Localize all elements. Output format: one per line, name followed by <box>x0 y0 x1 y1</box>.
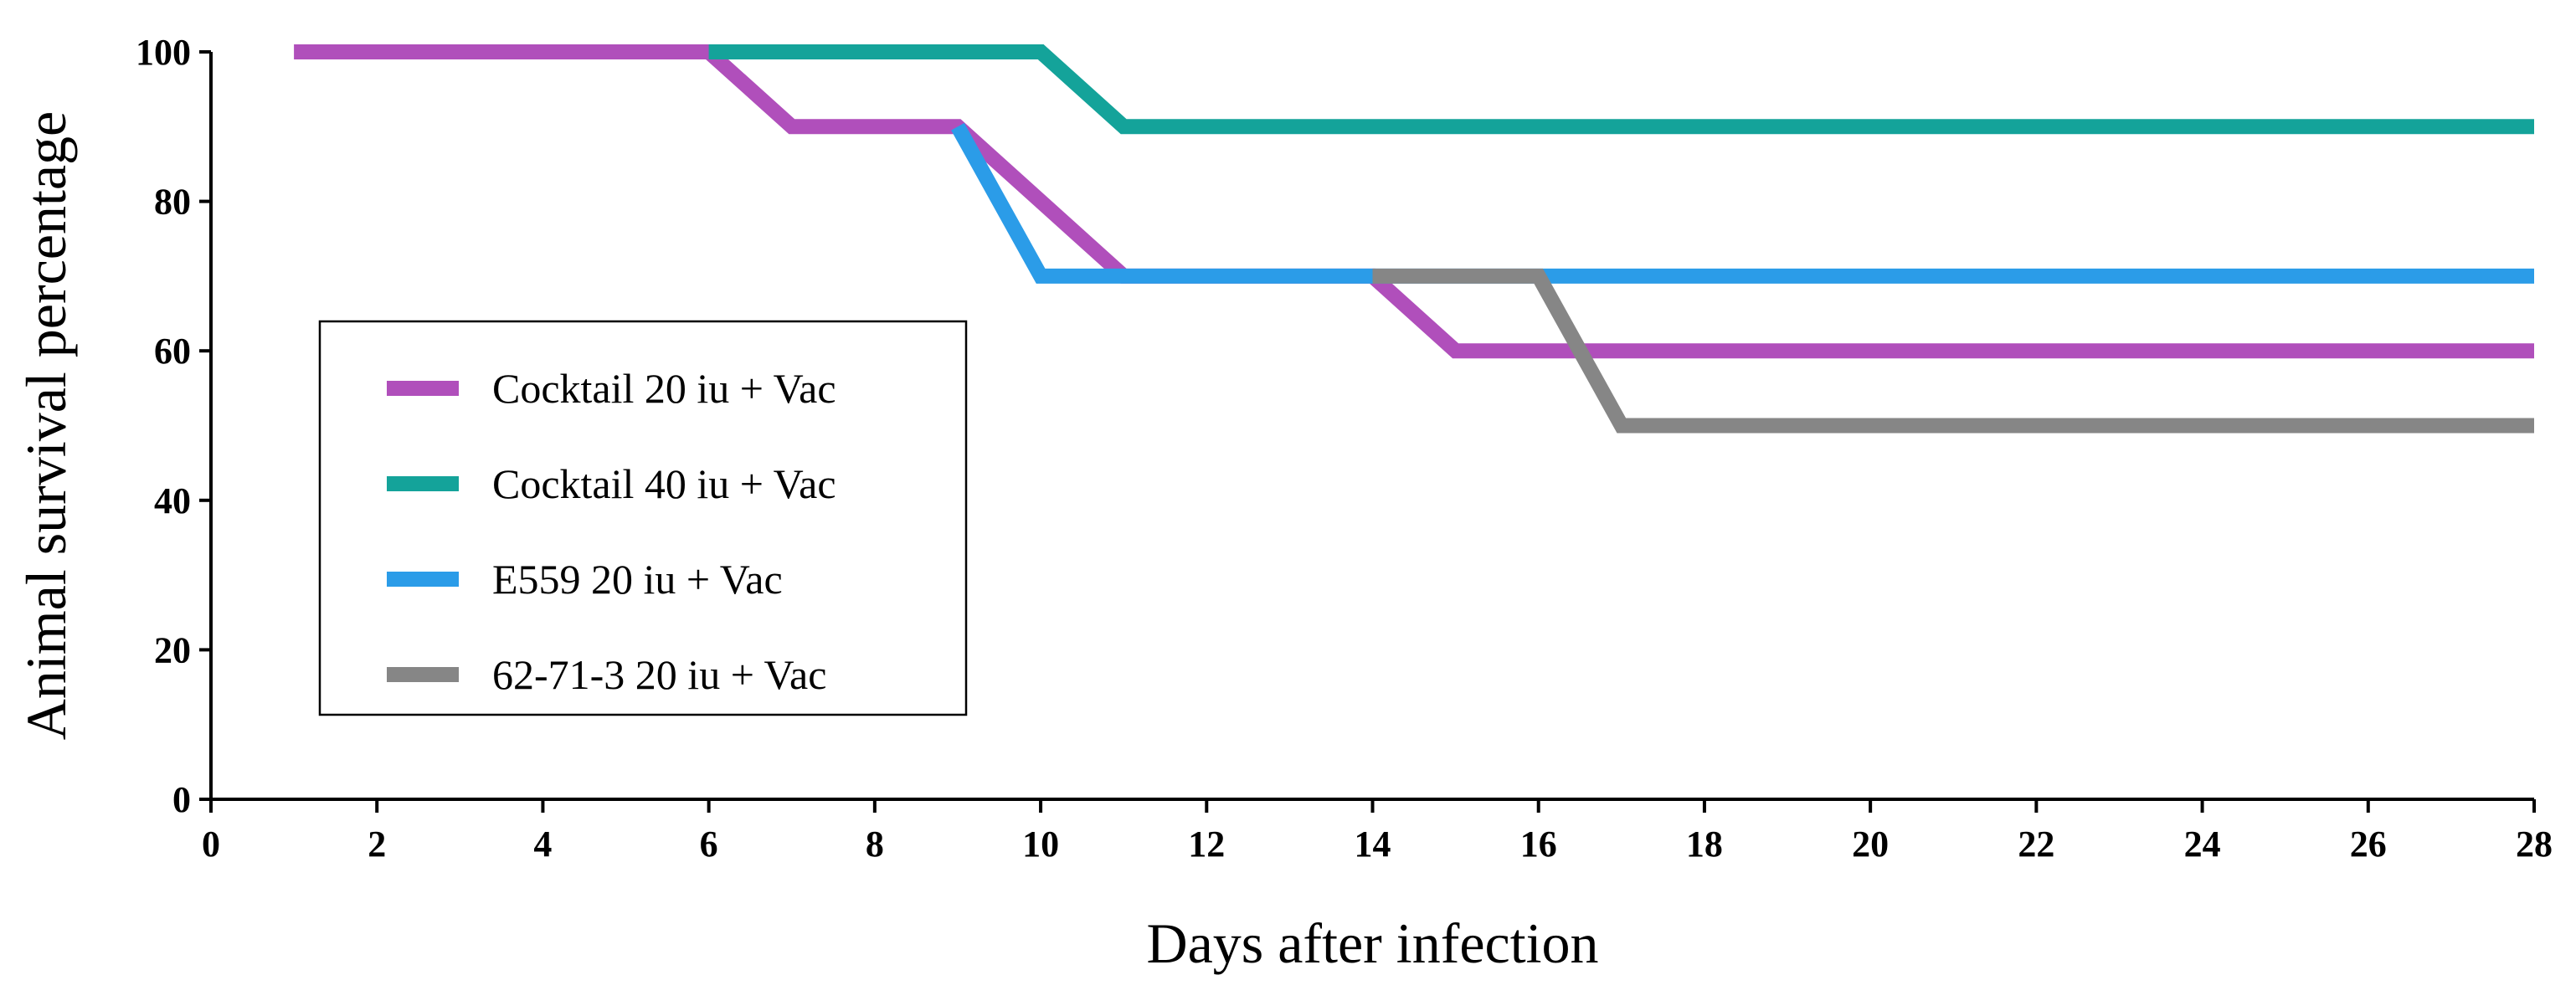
legend: Cocktail 20 iu + Vac Cocktail 40 iu + Vac… <box>318 320 968 716</box>
x-tick-label: 0 <box>202 824 220 865</box>
series-line-1 <box>294 44 2534 359</box>
series-line-2 <box>708 44 2534 135</box>
series-line-4 <box>1372 268 2534 434</box>
x-tick-label: 28 <box>2516 824 2553 865</box>
legend-label-3: E559 20 iu + Vac <box>492 556 783 603</box>
legend-label-4: 62-71-3 20 iu + Vac <box>492 651 826 698</box>
x-tick-label: 18 <box>1686 824 1723 865</box>
y-tick-label: 0 <box>172 779 191 820</box>
y-tick-label: 60 <box>154 331 191 372</box>
x-tick-label: 20 <box>1852 824 1889 865</box>
x-tick-label: 12 <box>1188 824 1225 865</box>
y-tick-label: 20 <box>154 629 191 670</box>
legend-label-1: Cocktail 20 iu + Vac <box>492 365 836 412</box>
x-tick-label: 16 <box>1520 824 1557 865</box>
x-tick-label: 2 <box>368 824 386 865</box>
series-layer <box>294 44 2534 434</box>
y-axis-title: Animal survival percentage <box>14 111 78 741</box>
x-tick-label: 4 <box>533 824 552 865</box>
y-tick-label: 40 <box>154 480 191 521</box>
x-axis-title: Days after infection <box>1147 911 1599 975</box>
x-tick-label: 24 <box>2184 824 2221 865</box>
x-tick-label: 14 <box>1355 824 1391 865</box>
x-tick-label: 10 <box>1022 824 1059 865</box>
x-tick-label: 8 <box>866 824 884 865</box>
legend-label-2: Cocktail 40 iu + Vac <box>492 460 836 507</box>
y-tick-label: 80 <box>154 182 191 223</box>
x-tick-label: 26 <box>2350 824 2387 865</box>
x-tick-label: 22 <box>2018 824 2054 865</box>
x-tick-label: 6 <box>700 824 718 865</box>
y-tick-label: 100 <box>136 32 191 73</box>
series-line-3 <box>951 122 2534 284</box>
